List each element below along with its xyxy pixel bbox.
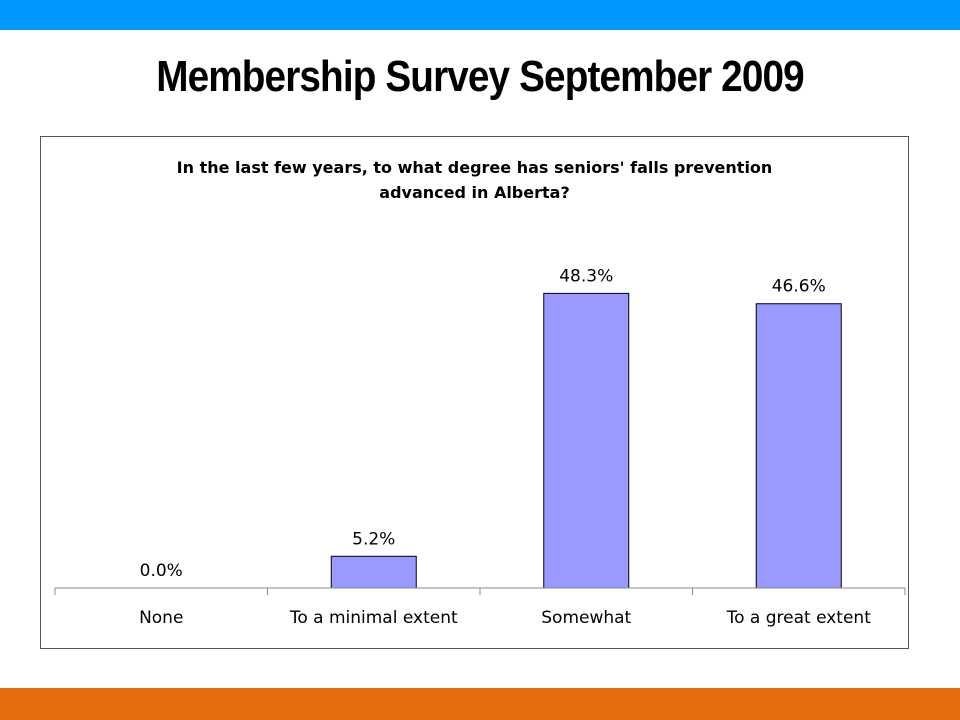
bar-value-label-0: 0.0%: [140, 561, 183, 581]
bar-value-label-3: 46.6%: [772, 277, 826, 297]
bottom-color-band: [0, 688, 960, 720]
bar-chart-plot: 0.0% None 5.2% To a minimal extent 48.3% Some…: [54, 266, 906, 628]
bar-3: [755, 303, 842, 589]
chart-title-line-1: In the last few years, to what degree ha…: [176, 158, 773, 177]
bar-1: [330, 555, 417, 589]
x-tick-label-0: None: [139, 608, 183, 628]
x-tick-label-1: To a minimal extent: [289, 608, 458, 628]
x-tick-label-3: To a great extent: [726, 608, 872, 628]
chart-title-line-2: advanced in Alberta?: [379, 183, 570, 202]
bar-value-label-2: 48.3%: [559, 266, 613, 286]
top-color-band: [0, 0, 960, 30]
x-tick-label-2: Somewhat: [541, 608, 631, 628]
chart-frame: In the last few years, to what degree ha…: [40, 136, 909, 649]
slide-title: Membership Survey September 2009: [156, 52, 804, 101]
chart-title: In the last few years, to what degree ha…: [41, 155, 908, 205]
bar-2: [543, 292, 630, 589]
bar-value-label-1: 5.2%: [352, 529, 395, 549]
